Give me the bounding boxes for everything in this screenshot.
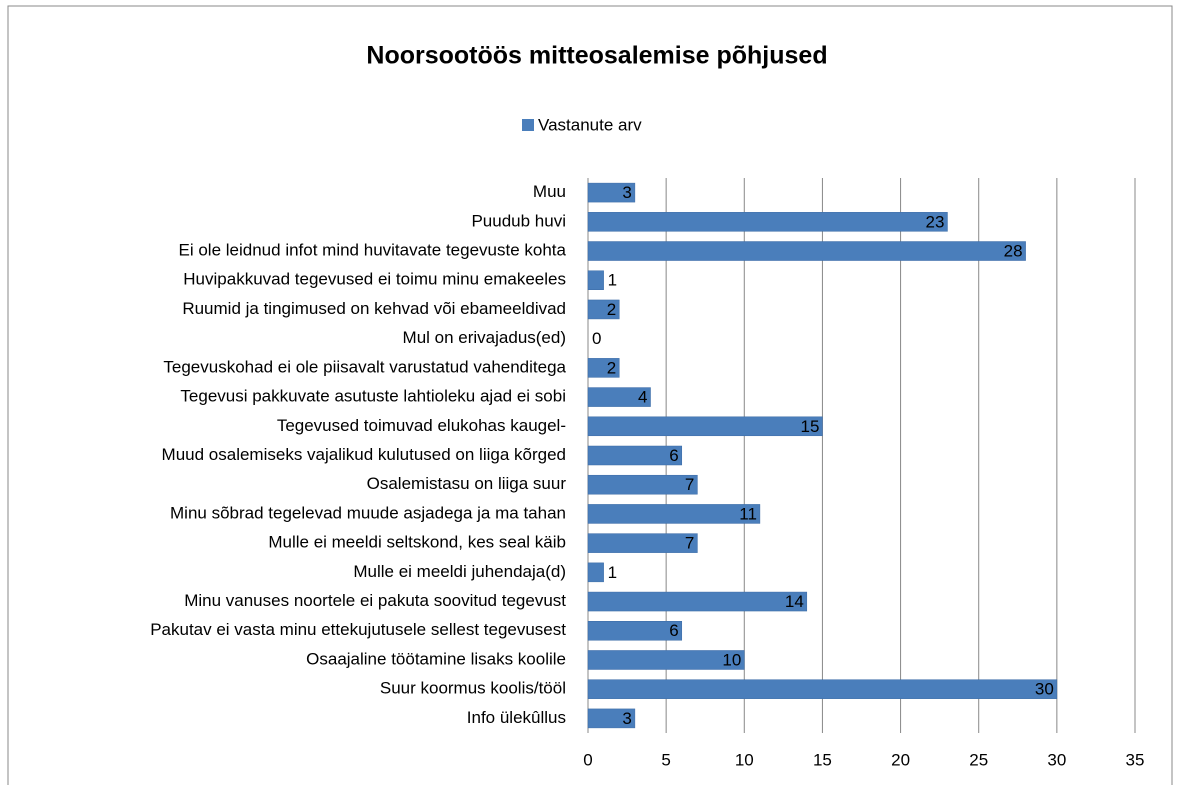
bar <box>587 241 1026 261</box>
bar <box>587 445 683 466</box>
x-tick-label: 0 <box>583 750 592 769</box>
bar <box>587 212 948 232</box>
bar <box>587 504 761 524</box>
y-tick-label: Ruumid ja tingimused on kehvad või ebame… <box>182 299 566 318</box>
y-tick-label: Muud osalemiseks vajalikud kulutused on … <box>162 445 566 464</box>
bar <box>587 621 683 641</box>
value-label: 30 <box>1035 680 1054 699</box>
bar <box>587 708 636 729</box>
y-tick-label: Muu <box>533 182 566 201</box>
bar <box>587 387 651 407</box>
value-label: 1 <box>608 563 617 582</box>
value-label: 7 <box>685 534 694 553</box>
bar <box>587 474 698 495</box>
y-tick-label: Minu sõbrad tegelevad muude asjadega ja … <box>170 503 566 522</box>
bar <box>587 562 604 583</box>
value-label: 3 <box>622 709 631 728</box>
value-label: 1 <box>608 271 617 290</box>
value-label: 15 <box>801 417 820 436</box>
value-label: 4 <box>638 388 647 407</box>
chart-title: Noorsootöös mitteosalemise põhjused <box>366 42 827 70</box>
y-tick-label: Huvipakkuvad tegevused ei toimu minu ema… <box>183 270 566 289</box>
bar <box>587 358 620 378</box>
bar <box>587 416 823 437</box>
x-tick-label: 30 <box>1047 750 1066 769</box>
bar <box>587 591 808 612</box>
bar <box>587 299 620 320</box>
y-tick-label: Minu vanuses noortele ei pakuta soovitud… <box>184 591 566 610</box>
value-label: 2 <box>607 300 616 319</box>
value-label: 6 <box>669 446 678 465</box>
x-tick-label: 5 <box>661 750 670 769</box>
x-tick-label: 20 <box>891 750 910 769</box>
x-tick-label: 25 <box>969 750 988 769</box>
y-tick-label: Mulle ei meeldi juhendaja(d) <box>353 562 566 581</box>
y-tick-label: Tegevuskohad ei ole piisavalt varustatud… <box>163 357 566 376</box>
value-label: 2 <box>607 358 616 377</box>
value-label: 23 <box>926 212 945 231</box>
y-tick-label: Osalemistasu on liiga suur <box>367 474 567 493</box>
y-tick-label: Ei ole leidnud infot mind huvitavate teg… <box>179 241 567 260</box>
value-label: 6 <box>669 621 678 640</box>
value-label: 11 <box>739 504 757 523</box>
x-tick-label: 10 <box>735 750 754 769</box>
value-label: 3 <box>622 183 631 202</box>
legend-label: Vastanute arv <box>538 115 642 134</box>
y-tick-label: Info ülekûllus <box>467 708 566 727</box>
y-tick-label: Osaajaline töötamine lisaks koolile <box>306 649 566 668</box>
y-tick-label: Tegevused toimuvad elukohas kaugel- <box>277 416 566 435</box>
bar <box>587 270 604 290</box>
y-tick-label: Suur koormus koolis/tööl <box>380 679 566 698</box>
value-label: 7 <box>685 475 694 494</box>
x-tick-label: 35 <box>1126 750 1145 769</box>
value-label: 0 <box>592 329 601 348</box>
y-tick-label: Mulle ei meeldi seltskond, kes seal käib <box>268 533 566 552</box>
y-tick-label: Puudub huvi <box>471 211 566 230</box>
bar <box>587 533 698 553</box>
value-label: 10 <box>722 650 741 669</box>
value-label: 28 <box>1004 242 1023 261</box>
bar <box>587 679 1058 699</box>
y-tick-label: Mul on erivajadus(ed) <box>403 328 566 347</box>
y-tick-label: Tegevusi pakkuvate asutuste lahtioleku a… <box>180 387 566 406</box>
y-tick-label: Pakutav ei vasta minu ettekujutusele sel… <box>150 620 566 639</box>
legend-swatch <box>522 119 534 131</box>
x-tick-label: 15 <box>813 750 832 769</box>
value-label: 14 <box>785 592 804 611</box>
bar <box>587 182 636 203</box>
bar <box>587 650 745 670</box>
